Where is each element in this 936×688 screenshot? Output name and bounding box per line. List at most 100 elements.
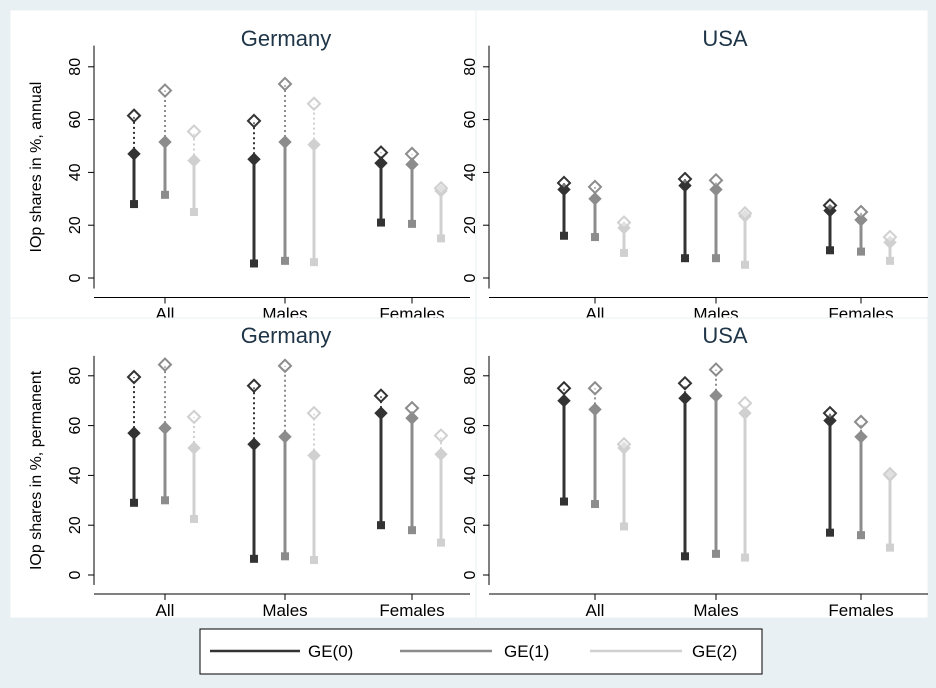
hollow-diamond-marker-ge0	[677, 375, 693, 391]
square-marker-ge0	[560, 497, 568, 506]
square-marker-ge2	[741, 260, 749, 269]
hollow-diamond-marker-ge0	[677, 171, 693, 187]
y-tick-label: 20	[67, 216, 84, 234]
square-marker-ge0	[560, 231, 568, 240]
diamond-marker-ge0	[127, 147, 141, 161]
x-tick-label: Females	[379, 601, 444, 620]
hollow-diamond-marker-ge1	[708, 362, 724, 377]
legend: GE(0) GE(1) GE(2)	[199, 628, 763, 675]
y-axis-title: IOp shares in %, permanent	[28, 370, 45, 570]
hollow-diamond-marker-ge1	[708, 172, 724, 188]
diamond-marker-ge0	[374, 156, 388, 170]
diamond-marker-ge2	[187, 441, 201, 455]
diamond-marker-ge1	[588, 402, 602, 417]
hollow-diamond-marker-ge2	[616, 436, 632, 452]
diamond-marker-ge0	[557, 393, 571, 408]
diamond-marker-ge0	[823, 413, 837, 428]
square-marker-ge2	[886, 256, 894, 265]
hollow-diamond-marker-ge2	[306, 96, 322, 112]
square-marker-ge0	[681, 552, 689, 561]
hollow-diamond-marker-ge1	[277, 76, 293, 92]
y-tick-label: 40	[462, 466, 479, 484]
square-marker-ge0	[377, 218, 385, 227]
panel-background	[9, 317, 477, 619]
square-marker-ge2	[620, 522, 628, 531]
diamond-marker-ge2	[738, 406, 752, 420]
diamond-marker-ge1	[405, 157, 419, 172]
diamond-marker-ge0	[247, 152, 261, 166]
diamond-marker-ge0	[374, 406, 388, 420]
y-tick-label: 40	[462, 163, 479, 181]
hollow-diamond-marker-ge1	[404, 146, 420, 162]
y-tick-label: 40	[67, 163, 84, 181]
square-marker-ge2	[437, 538, 445, 547]
square-marker-ge0	[826, 528, 834, 537]
diamond-marker-ge1	[854, 430, 868, 444]
panels: Germany 0 20 40 60 80 All Males Females IOp share…	[9, 9, 929, 620]
x-tick-label: All	[156, 601, 175, 620]
square-marker-ge0	[377, 521, 385, 530]
hollow-diamond-marker-ge1	[277, 358, 293, 374]
hollow-diamond-marker-ge0	[822, 197, 838, 213]
square-marker-ge1	[281, 552, 289, 561]
square-marker-ge1	[281, 256, 289, 265]
diamond-marker-ge0	[127, 426, 141, 440]
hollow-diamond-marker-ge2	[306, 405, 322, 421]
square-marker-ge1	[408, 219, 416, 228]
panel-background	[475, 317, 929, 619]
panel-background	[9, 9, 477, 319]
x-tick-label: All	[586, 601, 605, 620]
square-marker-ge1	[857, 247, 865, 256]
square-marker-ge0	[130, 200, 138, 209]
y-tick-label: 60	[462, 111, 479, 129]
square-marker-ge2	[190, 208, 198, 216]
hollow-diamond-marker-ge2	[882, 229, 898, 245]
diamond-marker-ge0	[247, 437, 261, 451]
legend-label-ge2: GE(2)	[692, 642, 737, 661]
hollow-diamond-marker-ge0	[126, 108, 142, 124]
y-tick-label: 20	[462, 216, 479, 234]
legend-label-ge0: GE(0)	[308, 642, 353, 661]
hollow-diamond-marker-ge1	[853, 204, 869, 220]
diamond-marker-ge1	[158, 421, 172, 435]
hollow-diamond-marker-ge0	[556, 380, 572, 396]
square-marker-ge2	[741, 553, 749, 562]
hollow-diamond-marker-ge1	[587, 179, 603, 195]
diamond-marker-ge1	[709, 182, 723, 197]
panel-4: USA 0 20 40 60 80 All Males Females	[462, 317, 929, 620]
hollow-diamond-marker-ge0	[246, 113, 262, 129]
y-tick-label: 0	[462, 273, 479, 282]
square-marker-ge1	[591, 233, 599, 242]
y-tick-label: 0	[67, 273, 84, 282]
square-marker-ge0	[250, 554, 258, 563]
diamond-marker-ge1	[709, 389, 723, 403]
hollow-diamond-marker-ge2	[882, 466, 898, 482]
square-marker-ge1	[408, 526, 416, 535]
square-marker-ge1	[712, 549, 720, 558]
y-tick-label: 0	[462, 570, 479, 579]
square-marker-ge2	[190, 514, 198, 523]
hollow-diamond-marker-ge2	[737, 205, 753, 221]
hollow-diamond-marker-ge0	[373, 388, 389, 404]
square-marker-ge2	[310, 556, 318, 565]
panel-background	[475, 9, 929, 319]
diamond-marker-ge2	[307, 137, 321, 152]
square-marker-ge1	[857, 531, 865, 540]
y-tick-label: 80	[462, 367, 479, 385]
square-marker-ge0	[130, 498, 138, 507]
square-marker-ge1	[712, 254, 720, 263]
y-tick-label: 80	[67, 367, 84, 385]
hollow-diamond-marker-ge2	[186, 409, 202, 425]
hollow-diamond-marker-ge1	[157, 83, 173, 98]
y-tick-label: 60	[67, 111, 84, 129]
hollow-diamond-marker-ge1	[157, 357, 173, 373]
hollow-diamond-marker-ge0	[822, 405, 838, 421]
x-tick-label: Females	[828, 601, 893, 620]
square-marker-ge1	[161, 496, 169, 505]
diamond-marker-ge1	[405, 411, 419, 425]
square-marker-ge1	[591, 500, 599, 509]
panel-title: Germany	[241, 26, 331, 51]
hollow-diamond-marker-ge2	[737, 395, 753, 411]
hollow-diamond-marker-ge0	[126, 369, 142, 385]
